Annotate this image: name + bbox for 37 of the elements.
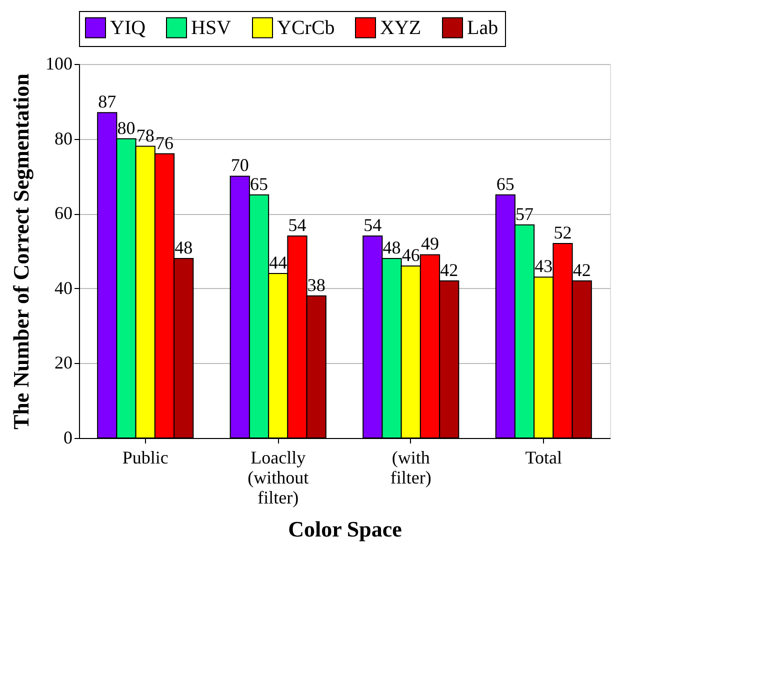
data-label: 57 (516, 204, 534, 224)
data-label: 78 (136, 125, 154, 146)
data-label: 38 (307, 274, 326, 295)
legend-label: XYZ (380, 16, 422, 39)
data-label: 42 (572, 260, 591, 280)
y-axis-title: The Number of Correct Segmentation (8, 73, 34, 430)
data-label: 48 (382, 237, 401, 258)
y-tick-label: 60 (54, 203, 72, 224)
y-tick-label: 0 (64, 428, 72, 448)
y-tick-label: 40 (54, 278, 72, 298)
data-label: 87 (98, 92, 116, 112)
y-tick-label: 20 (54, 352, 72, 373)
x-tick-label: Total (525, 448, 562, 468)
data-label: 52 (554, 222, 572, 243)
data-label: 48 (174, 237, 193, 258)
x-tick-label: (with filter) (390, 448, 432, 488)
data-label: 46 (402, 244, 420, 265)
data-label: 54 (288, 215, 306, 236)
data-label: 70 (230, 155, 249, 176)
data-label: 65 (250, 174, 268, 194)
x-tick-label: Loaclly (without filter) (248, 448, 309, 508)
x-axis-title: Color Space (288, 516, 402, 542)
legend-label: Lab (467, 16, 498, 39)
legend-label: YCrCb (277, 16, 335, 39)
data-label: 65 (496, 174, 514, 194)
data-label: 54 (364, 215, 382, 236)
data-label: 44 (269, 252, 288, 272)
data-label: 49 (420, 234, 439, 254)
y-tick-label: 100 (46, 54, 72, 74)
data-label: 80 (117, 118, 136, 138)
data-label: 76 (155, 132, 174, 153)
legend-label: YIQ (110, 16, 146, 39)
data-label: 43 (534, 256, 553, 276)
x-tick-label: Public (122, 448, 168, 468)
y-tick-label: 80 (54, 128, 72, 148)
legend-label: HSV (191, 16, 232, 39)
data-label: 42 (440, 260, 458, 280)
